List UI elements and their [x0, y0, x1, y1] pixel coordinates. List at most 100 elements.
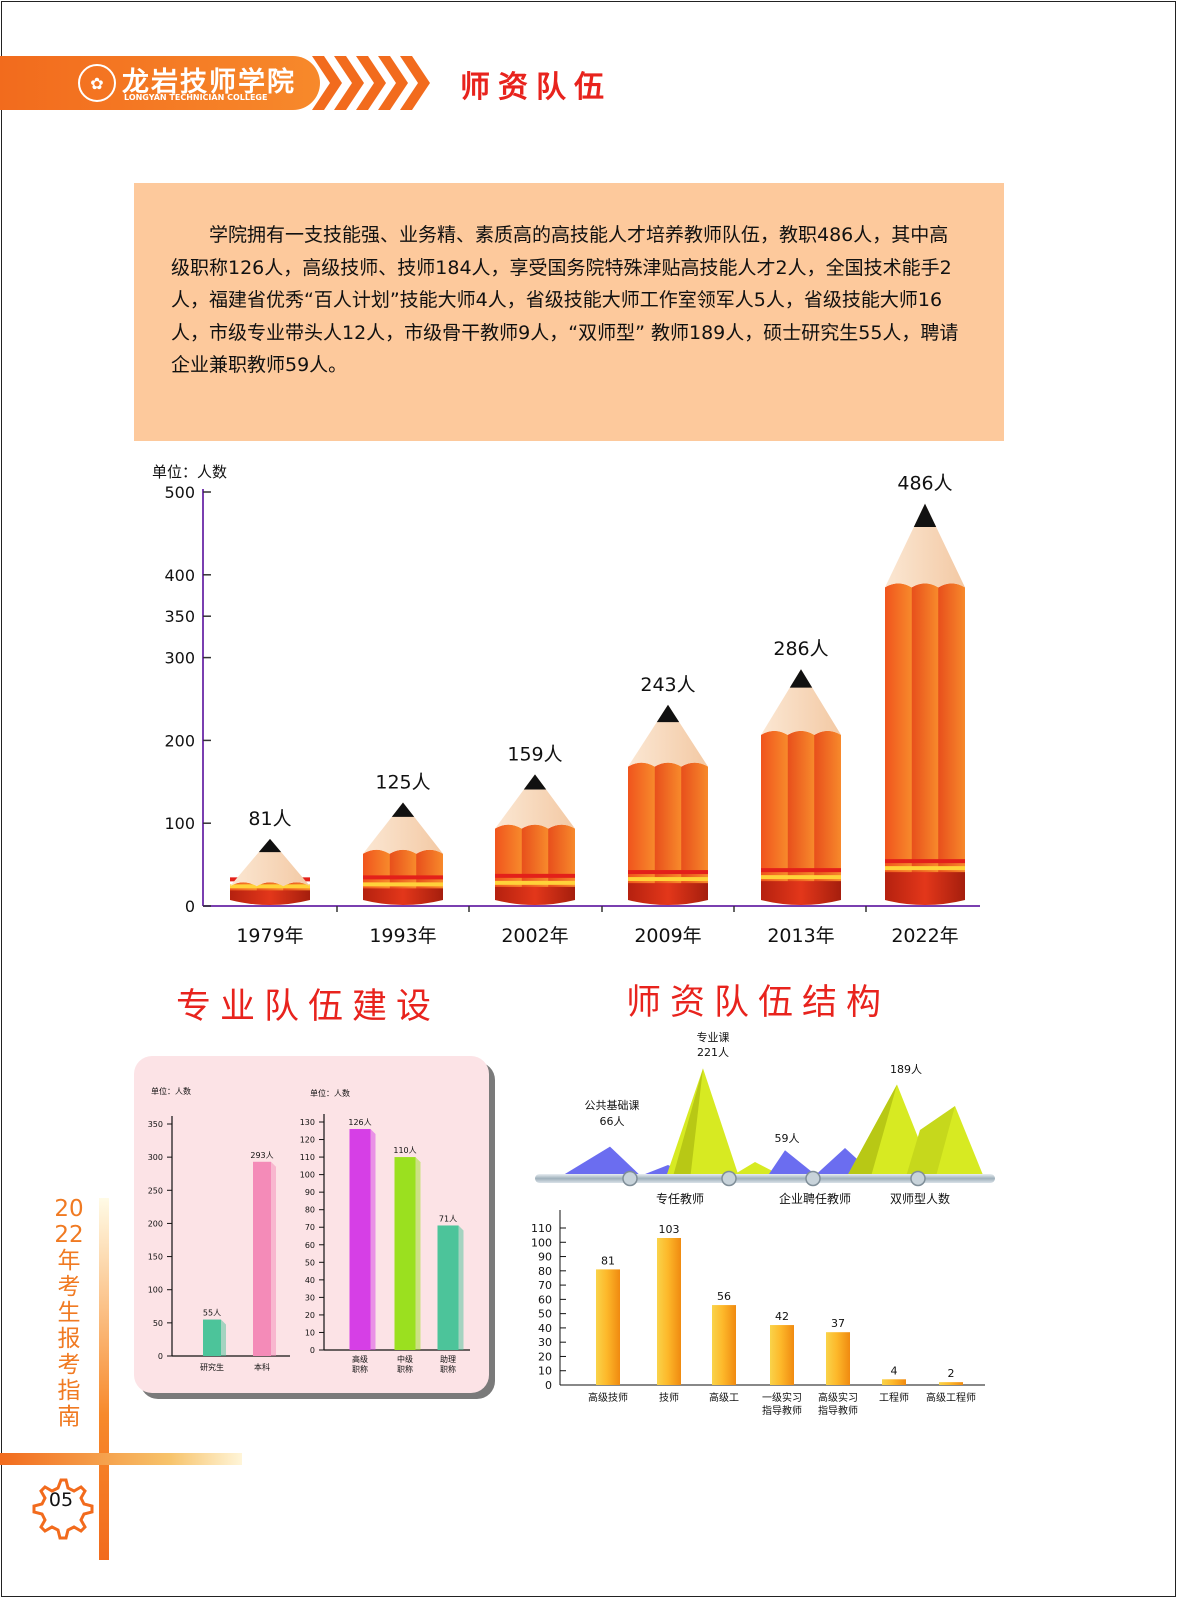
mountain-rail-knob — [721, 1170, 737, 1187]
pencil-base — [363, 888, 443, 905]
mountain-peak-public — [555, 1146, 645, 1180]
pencil-stripe-red — [761, 868, 841, 873]
chevron-arrows-icon — [312, 56, 430, 110]
page-number: 05 — [48, 1489, 74, 1511]
mountain-value-public: 66人 — [600, 1115, 625, 1128]
edu-y-tick-label: 100 — [148, 1286, 163, 1295]
rank-x-label: 高级 — [352, 1354, 368, 1364]
edu-x-label: 本科 — [254, 1362, 270, 1372]
skill-x-label: 高级技师 — [588, 1391, 628, 1404]
pencil-x-label: 1979年 — [236, 925, 303, 947]
pencil-x-label: 2002年 — [501, 925, 568, 947]
pencil-stripe-yellow — [230, 884, 310, 889]
skill-y-tick-label: 30 — [538, 1336, 552, 1349]
skill-bar — [939, 1382, 963, 1385]
pencil-stripe-yellow — [495, 880, 575, 885]
rank-data-label: 126人 — [348, 1118, 371, 1127]
rank-y-tick-label: 0 — [310, 1346, 315, 1355]
rank-unit-label: 单位：人数 — [310, 1088, 350, 1098]
pencil-stripe-red — [628, 870, 708, 875]
mountain-axis-label: 企业聘任教师 — [779, 1191, 851, 1206]
pencil-data-label: 159人 — [507, 743, 562, 765]
skill-x-label: 工程师 — [879, 1391, 909, 1404]
mountain-rail-knob — [805, 1170, 821, 1187]
pencil-y-tick-label: 0 — [185, 897, 195, 916]
pencil-bar — [884, 503, 966, 905]
skill-y-tick-label: 20 — [538, 1350, 552, 1363]
pencil-stripe-red — [495, 873, 575, 878]
pencil-data-label: 243人 — [640, 674, 695, 696]
rank-y-tick-label: 100 — [300, 1171, 315, 1180]
pencil-bar — [760, 669, 842, 905]
skill-x-label: 一级实习 — [762, 1391, 802, 1404]
skill-x-label: 技师 — [659, 1391, 679, 1404]
pencil-body — [885, 583, 966, 900]
education-title-panel — [134, 1056, 489, 1393]
rank-data-label: 110人 — [393, 1146, 416, 1155]
rank-y-tick-label: 70 — [305, 1223, 315, 1232]
rank-bar-side — [458, 1225, 464, 1350]
skill-y-tick-label: 0 — [545, 1379, 552, 1392]
intro-paragraph: 学院拥有一支技能强、业务精、素质高的高技能人才培养教师队伍，教职486人，其中高… — [134, 183, 1004, 441]
edu-y-tick-label: 150 — [148, 1253, 163, 1262]
rank-x-label-line2: 职称 — [440, 1364, 456, 1374]
rank-bar-side — [370, 1129, 376, 1350]
rank-y-tick-label: 20 — [305, 1311, 315, 1320]
skill-bar — [596, 1269, 620, 1385]
rank-y-tick-label: 50 — [305, 1258, 315, 1267]
pencil-lead — [913, 503, 937, 528]
pencil-lead — [391, 802, 415, 817]
pencil-wood — [884, 503, 965, 588]
pencil-bar — [363, 802, 443, 905]
mountain-label-public: 公共基础课 — [585, 1099, 640, 1112]
skill-y-tick-label: 60 — [538, 1293, 552, 1306]
skill-data-label: 56 — [717, 1290, 731, 1303]
mountain-value-enterprise: 59人 — [775, 1132, 800, 1145]
mountain-value-dual: 189人 — [890, 1063, 922, 1076]
pencil-lead — [258, 838, 282, 853]
pencil-y-tick-label: 500 — [164, 483, 195, 502]
rank-x-label: 助理 — [440, 1354, 456, 1364]
rank-y-tick-label: 130 — [300, 1118, 315, 1127]
rank-x-label-line2: 职称 — [397, 1364, 413, 1374]
rank-y-tick-label: 30 — [305, 1293, 315, 1302]
pencil-data-label: 81人 — [248, 808, 291, 830]
edu-data-label: 55人 — [203, 1309, 221, 1318]
pencil-data-label: 486人 — [897, 473, 952, 495]
school-logo-icon: ✿ — [78, 64, 116, 102]
skill-y-tick-label: 80 — [538, 1265, 552, 1278]
pencil-stripe-yellow — [363, 882, 443, 887]
pencil-bar — [230, 838, 310, 905]
skill-y-tick-label: 10 — [538, 1365, 552, 1378]
gear-icon — [32, 1478, 94, 1540]
rank-bar — [437, 1225, 459, 1350]
rank-y-tick-label: 40 — [305, 1276, 315, 1285]
skill-bar — [770, 1325, 794, 1385]
pencil-y-tick-label: 200 — [164, 731, 195, 750]
skill-y-tick-label: 90 — [538, 1251, 552, 1264]
rank-y-tick-label: 10 — [305, 1328, 315, 1337]
side-decor-horizontal — [0, 1453, 242, 1465]
mountain-axis-label: 双师型人数 — [890, 1191, 950, 1206]
pencil-base — [628, 883, 708, 905]
rank-y-tick-label: 90 — [305, 1188, 315, 1197]
pencil-base — [495, 886, 575, 905]
pencil-body — [363, 849, 443, 900]
pencil-stripe-yellow — [885, 866, 965, 871]
skill-x-label: 高级工 — [709, 1391, 739, 1404]
skill-y-tick-label: 100 — [531, 1236, 552, 1249]
rank-data-label: 71人 — [439, 1214, 457, 1223]
skill-x-label: 指导教师 — [818, 1404, 858, 1417]
pencil-data-label: 286人 — [773, 638, 828, 660]
pencil-stripe-red — [363, 875, 443, 880]
pencil-stripe-yellow — [628, 877, 708, 882]
edu-unit-label: 单位：人数 — [151, 1086, 191, 1096]
guide-vertical-text: 2022年考生报考指南 — [54, 1196, 84, 1430]
pencil-y-tick-label: 300 — [164, 649, 195, 668]
section-title-faculty-structure: 师资队伍结构 — [626, 983, 891, 1023]
pencil-lead — [656, 704, 680, 723]
pencil-body — [761, 730, 842, 900]
